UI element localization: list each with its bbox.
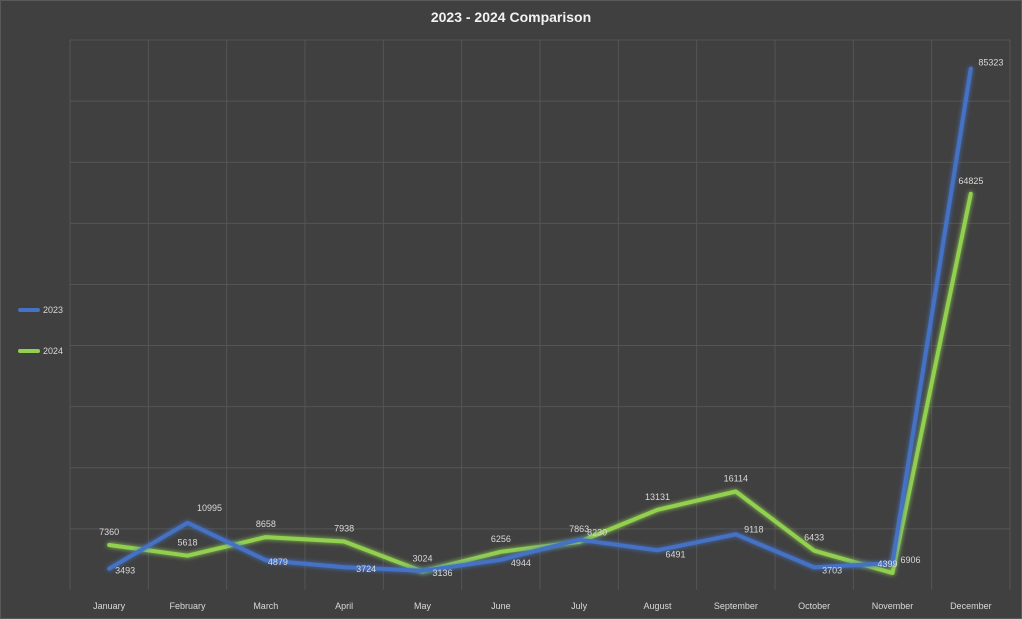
data-label-2024: 16114	[724, 474, 748, 484]
data-label-2024: 7938	[334, 523, 354, 533]
data-label-2024: 7863	[569, 524, 589, 534]
data-label-2023: 3136	[432, 568, 452, 578]
series-line-2024	[107, 191, 973, 575]
data-label-2023: 3493	[115, 566, 135, 576]
data-label-2023: 9118	[744, 524, 763, 534]
data-label-2024: 6906	[900, 555, 920, 565]
x-tick-label: January	[93, 601, 126, 611]
data-label-2023: 4399	[877, 559, 897, 569]
x-tick-label: September	[714, 601, 758, 611]
x-tick-label: July	[571, 601, 588, 611]
data-labels: 3493 10995 4879 3724 3136 4944 8230 6491 9118 370…	[99, 58, 1003, 578]
data-label-2023: 3703	[822, 565, 842, 575]
data-label-2024: 6433	[804, 533, 824, 543]
legend-item-2024: 2024	[18, 343, 98, 359]
data-label-2024: 64825	[958, 176, 983, 186]
data-label-2024: 13131	[645, 492, 670, 502]
x-axis-ticks: January February March April May June July Augu…	[93, 601, 991, 611]
series-lines	[107, 66, 973, 575]
legend-item-2023: 2023	[18, 302, 98, 318]
x-tick-label: November	[872, 601, 914, 611]
x-tick-label: December	[950, 601, 992, 611]
legend-swatch	[18, 349, 40, 353]
x-tick-label: March	[253, 601, 278, 611]
data-label-2023: 4879	[268, 557, 288, 567]
x-tick-label: April	[335, 601, 353, 611]
data-label-2024: 3024	[412, 554, 432, 564]
legend-swatch	[18, 308, 40, 312]
data-label-2024: 8658	[256, 519, 276, 529]
legend-label: 2023	[43, 305, 64, 315]
data-label-2024: 5618	[177, 538, 197, 548]
data-label-2023: 3724	[356, 564, 376, 574]
data-label-2023: 85323	[978, 58, 1003, 68]
data-label-2024: 7360	[99, 527, 119, 537]
x-tick-label: May	[414, 601, 432, 611]
legend-label: 2024	[43, 346, 64, 356]
x-tick-label: June	[491, 601, 511, 611]
data-label-2023: 10995	[197, 503, 222, 513]
data-label-2023: 4944	[511, 558, 531, 568]
series-line-2023	[107, 66, 973, 573]
x-tick-label: February	[169, 601, 206, 611]
x-tick-label: August	[643, 601, 672, 611]
data-label-2024: 6256	[491, 534, 511, 544]
chart-title: 2023 - 2024 Comparison	[430, 9, 592, 25]
x-tick-label: October	[798, 601, 830, 611]
data-label-2023: 8230	[587, 528, 607, 538]
data-label-2023: 6491	[665, 549, 685, 559]
